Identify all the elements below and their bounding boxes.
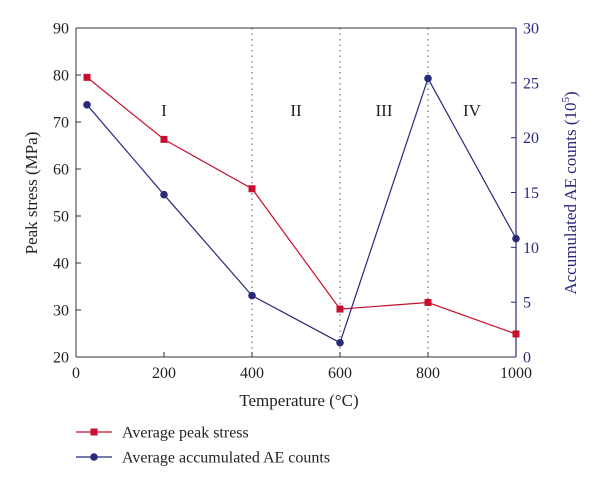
- y-left-tick-label-60: 60: [53, 162, 69, 179]
- y-left-tick-label-90: 90: [53, 21, 69, 38]
- legend: Average peak stress Average accumulated A…: [76, 425, 330, 467]
- series-2-point-5: [512, 234, 520, 243]
- series-1-line: [86, 76, 517, 335]
- x-tick-label-800: 800: [416, 365, 440, 382]
- series-2-point-0: [83, 100, 91, 109]
- y-right-tick-label-5: 5: [523, 295, 531, 312]
- series: [83, 73, 520, 347]
- legend-marker-1: [90, 428, 98, 436]
- region-label-I: I: [161, 101, 167, 120]
- x-tick-label-1000: 1000: [500, 365, 532, 382]
- series-1-point-5: [512, 330, 520, 338]
- y-right-axis-title-close: ): [561, 91, 580, 97]
- region-label-II: II: [290, 101, 302, 120]
- y-right-axis-title-exponent: 5: [560, 97, 572, 103]
- y-left-tick-label-80: 80: [53, 68, 69, 85]
- y-left-tick-label-30: 30: [53, 303, 69, 320]
- x-tick-label-0: 0: [72, 365, 80, 382]
- series-2-point-3: [336, 338, 344, 347]
- y-right-tick-label-10: 10: [523, 240, 539, 257]
- legend-marker-2: [90, 453, 98, 461]
- y-right-tick-label-15: 15: [523, 185, 539, 202]
- y-left-axis-title: Peak stress (MPa): [22, 132, 41, 255]
- y-left-tick-label-50: 50: [53, 209, 69, 226]
- region-label-III: III: [376, 101, 393, 120]
- series-1-point-3: [336, 305, 344, 313]
- y-right-axis-title: Accumulated AE counts (105): [560, 91, 580, 294]
- y-right-axis-title-main: Accumulated AE counts (10: [561, 103, 580, 295]
- legend-label-2: Average accumulated AE counts: [122, 450, 330, 467]
- y-right-tick-label-20: 20: [523, 130, 539, 147]
- series-2-point-4: [424, 74, 432, 83]
- y-right-tick-label-25: 25: [523, 75, 539, 92]
- region-label-IV: IV: [463, 101, 482, 120]
- x-axis-title: Temperature (°C): [239, 391, 358, 410]
- legend-item-1: Average peak stress: [76, 425, 249, 442]
- region-dividers: I II III IV: [161, 28, 482, 357]
- series-1-point-4: [424, 298, 432, 306]
- y-left-tick-label-20: 20: [53, 350, 69, 367]
- axes: 0 200 400 600 800 1000 20 30 40 50 60 70 80 90 0 5 10 15 2…: [53, 21, 539, 383]
- series-1-point-2: [248, 185, 256, 193]
- x-tick-label-200: 200: [152, 365, 176, 382]
- series-1-point-1: [160, 135, 168, 143]
- series-2-point-2: [248, 291, 256, 300]
- x-tick-label-600: 600: [328, 365, 352, 382]
- y-left-tick-label-40: 40: [53, 256, 69, 273]
- legend-label-1: Average peak stress: [122, 425, 249, 442]
- y-right-tick-label-30: 30: [523, 21, 539, 38]
- series-2-line: [86, 76, 517, 344]
- series-1: [83, 73, 520, 338]
- series-2-point-1: [160, 190, 168, 199]
- y-right-tick-label-0: 0: [523, 350, 531, 367]
- series-1-point-0: [83, 73, 91, 81]
- x-tick-label-400: 400: [240, 365, 264, 382]
- series-2: [83, 74, 520, 347]
- y-left-tick-label-70: 70: [53, 115, 69, 132]
- legend-item-2: Average accumulated AE counts: [76, 450, 330, 467]
